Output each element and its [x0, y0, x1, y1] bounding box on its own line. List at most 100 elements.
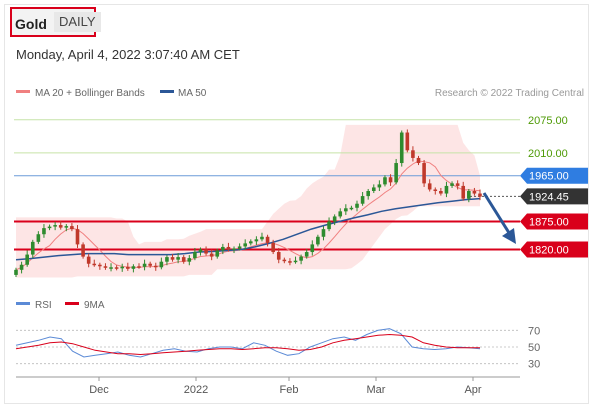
candle-body-52 [304, 252, 309, 257]
candle-body-19 [120, 266, 125, 269]
candle-body-35 [209, 253, 214, 257]
ma20-legend-label: MA 20 + Bollinger Bands [35, 88, 145, 99]
candle-body-70 [405, 132, 410, 151]
level-label-2: 1965.00 [529, 171, 569, 183]
ma50-legend-swatch [160, 90, 174, 93]
candle-body-12 [81, 244, 85, 257]
candle-body-25 [153, 265, 158, 268]
rsi-legend: RSI 9MA [16, 300, 105, 311]
candle-body-8 [58, 225, 63, 228]
candle-body-60 [349, 207, 354, 210]
candle-body-80 [461, 185, 466, 199]
x-tick-label-2: Feb [280, 384, 299, 396]
candle-body-75 [433, 189, 438, 191]
candle-body-37 [221, 246, 225, 251]
candle-body-62 [360, 196, 365, 204]
candle-body-33 [198, 249, 203, 253]
candle-body-66 [383, 177, 387, 185]
candle-body-6 [47, 226, 52, 229]
rsi-scale-label-0: 70 [528, 325, 540, 337]
candle-body-16 [103, 266, 108, 268]
candle-body-45 [265, 236, 270, 243]
level-badge-3 [520, 188, 588, 205]
candle-body-68 [394, 163, 398, 183]
asset-header[interactable]: Gold DAILY [10, 7, 101, 37]
candle-body-32 [193, 252, 197, 259]
candle-body-31 [187, 258, 192, 262]
level-badge-5 [520, 241, 588, 258]
x-tick-label-4: Apr [464, 384, 481, 396]
asset-name: Gold [15, 16, 47, 32]
candle-body-27 [165, 257, 169, 262]
candle-body-1 [19, 264, 24, 270]
ma20-legend-swatch [16, 90, 30, 93]
candle-body-71 [411, 150, 415, 158]
candle-body-26 [159, 261, 164, 268]
candle-body-54 [316, 236, 320, 245]
candle-body-40 [237, 246, 242, 249]
candle-body-2 [25, 254, 29, 265]
candle-body-58 [338, 211, 343, 217]
candle-body-48 [282, 259, 287, 262]
candle-body-61 [355, 203, 359, 208]
rsi-scale-label-2: 30 [528, 359, 540, 371]
level-label-0: 2075.00 [528, 115, 568, 127]
candle-body-29 [176, 257, 180, 260]
level-badge-4 [520, 213, 588, 230]
ma50-legend-label: MA 50 [178, 88, 207, 99]
candle-body-0 [14, 269, 18, 275]
candle-body-20 [126, 266, 130, 269]
candle-body-42 [248, 241, 253, 244]
candle-body-5 [42, 228, 46, 235]
x-tick-label-1: 2022 [184, 384, 208, 396]
rsi-ma-line [15, 333, 480, 356]
candle-body-36 [215, 250, 220, 257]
candle-body-83 [478, 193, 482, 197]
candle-body-43 [254, 239, 259, 242]
candle-body-9 [64, 226, 69, 228]
level-label-1: 2010.00 [528, 148, 568, 160]
top-legend: MA 20 + Bollinger Bands MA 50 Research ©… [16, 88, 584, 99]
candle-body-7 [53, 225, 57, 227]
price-levels: 2075.00 2010.00 1965.00 1924.45 1875.00 1820.… [14, 115, 588, 258]
candle-body-22 [137, 266, 141, 268]
candle-body-51 [299, 256, 303, 261]
candle-body-38 [226, 246, 231, 250]
level-label-5: 1820.00 [529, 244, 569, 256]
candle-body-49 [288, 261, 292, 263]
candle-body-21 [131, 266, 136, 269]
candle-body-14 [92, 263, 97, 266]
forecast-arrow-head [502, 228, 516, 244]
candle-body-17 [109, 267, 113, 269]
candle-body-81 [467, 191, 471, 199]
moving-averages [15, 160, 481, 271]
candle-body-53 [310, 244, 315, 253]
candle-body-72 [416, 157, 421, 164]
candle-body-46 [271, 242, 275, 253]
candle-body-74 [427, 183, 432, 190]
candle-body-64 [371, 187, 376, 191]
candle-body-55 [321, 229, 326, 237]
candle-body-10 [70, 226, 74, 230]
period-badge[interactable]: DAILY [54, 12, 101, 32]
rsi-panel: 70 50 30 [15, 325, 540, 371]
forecast-arrow-shaft [482, 192, 513, 237]
candle-body-76 [439, 191, 443, 194]
x-axis: Dec 2022 Feb Mar Apr [16, 376, 520, 396]
bollinger-band-area [16, 124, 480, 278]
candle-body-3 [30, 241, 35, 255]
candle-body-30 [181, 257, 186, 262]
candle-body-78 [450, 183, 454, 186]
candle-body-59 [344, 208, 348, 212]
candle-body-41 [243, 243, 248, 247]
bollinger-band [16, 124, 480, 278]
candle-body-44 [260, 236, 264, 240]
candle-body-13 [86, 256, 91, 264]
timestamp: Monday, April 4, 2022 3:07:40 AM CET [16, 47, 240, 62]
candle-body-73 [422, 163, 426, 184]
candle-body-4 [36, 234, 41, 242]
candle-body-57 [332, 216, 337, 222]
candle-body-82 [472, 191, 477, 194]
candle-body-18 [114, 267, 119, 269]
